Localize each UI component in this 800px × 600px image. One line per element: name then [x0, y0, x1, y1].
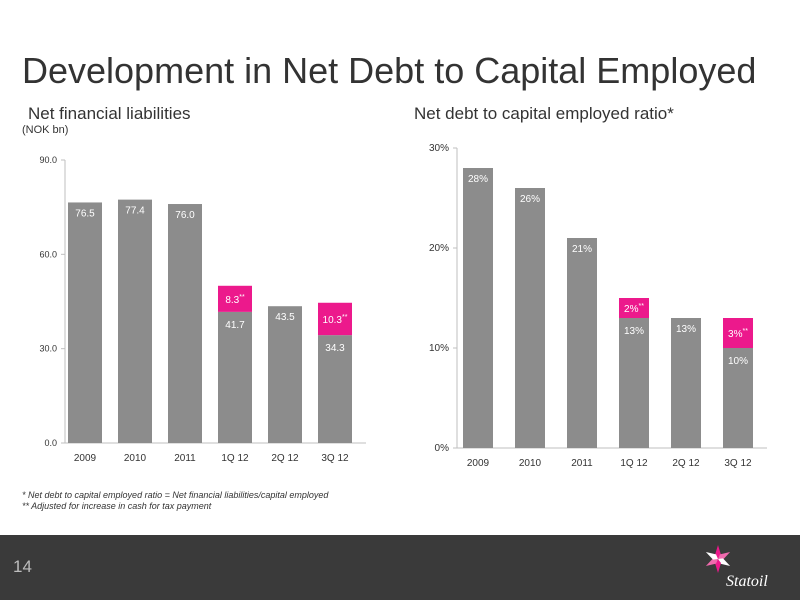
x-tick-label: 3Q 12 [724, 458, 752, 469]
chart1-unit: (NOK bn) [22, 124, 69, 136]
chart1-title: Net financial liabilities [28, 104, 191, 123]
x-tick-label: 1Q 12 [620, 458, 648, 469]
x-tick-label: 2009 [74, 453, 97, 464]
chart2-title: Net debt to capital employed ratio* [414, 104, 674, 123]
x-tick-label: 2010 [124, 453, 147, 464]
y-tick-label: 0.0 [44, 438, 57, 448]
y-tick-label: 30.0 [39, 344, 57, 354]
bar-value-label: 28% [468, 174, 488, 185]
x-tick-label: 2Q 12 [672, 458, 700, 469]
x-tick-label: 2011 [571, 458, 593, 469]
bar [567, 238, 597, 448]
bar [168, 204, 202, 443]
y-tick-label: 30% [429, 143, 449, 154]
x-tick-label: 3Q 12 [321, 453, 349, 464]
net-liabilities-chart: 0.030.060.090.076.5200977.4201076.020118… [39, 155, 366, 464]
bar-value-label: 41.7 [225, 320, 245, 331]
bar [318, 335, 352, 443]
logo-text: Statoil [726, 573, 768, 590]
x-tick-label: 1Q 12 [221, 453, 249, 464]
x-tick-label: 2Q 12 [271, 453, 299, 464]
y-tick-label: 90.0 [39, 155, 57, 165]
bar-value-label: 13% [624, 326, 644, 337]
bar-value-label: 76.5 [75, 208, 95, 219]
x-tick-label: 2011 [174, 453, 196, 464]
bar [619, 318, 649, 448]
adjustment-bar [723, 318, 753, 348]
adjustment-bar [619, 298, 649, 318]
y-tick-label: 20% [429, 243, 449, 254]
page-title: Development in Net Debt to Capital Emplo… [22, 50, 757, 91]
x-tick-label: 2010 [519, 458, 542, 469]
adjustment-bar [318, 302, 352, 336]
bar-value-label: 26% [520, 194, 540, 205]
bar [671, 318, 701, 448]
y-tick-label: 10% [429, 343, 449, 354]
bar-value-label: 43.5 [275, 312, 295, 323]
bar [68, 202, 102, 443]
bar [118, 199, 152, 443]
y-tick-label: 0% [435, 443, 450, 454]
adjustment-bar [218, 285, 252, 312]
bar [515, 188, 545, 448]
x-tick-label: 2009 [467, 458, 490, 469]
bar-value-label: 34.3 [325, 343, 345, 354]
statoil-star-icon [705, 545, 731, 573]
y-tick-label: 60.0 [39, 249, 57, 259]
debt-ratio-chart: 0%10%20%30%28%200926%201021%20112%**13%1… [429, 143, 767, 469]
bar-value-label: 10% [728, 356, 748, 367]
bar [218, 311, 252, 443]
adjustment-label: 10.3** [323, 314, 348, 326]
footnote-2: ** Adjusted for increase in cash for tax… [22, 501, 212, 511]
statoil-logo: Statoil [702, 543, 772, 593]
footnote-1: * Net debt to capital employed ratio = N… [22, 490, 329, 500]
bar [268, 306, 302, 443]
bar-value-label: 21% [572, 244, 592, 255]
bar [723, 348, 753, 448]
bar-value-label: 77.4 [125, 206, 145, 217]
page-number: 14 [13, 557, 32, 576]
footer-bar: 14 Statoil [0, 535, 800, 600]
bar-value-label: 76.0 [175, 210, 195, 221]
bar-value-label: 13% [676, 324, 696, 335]
bar [463, 168, 493, 448]
